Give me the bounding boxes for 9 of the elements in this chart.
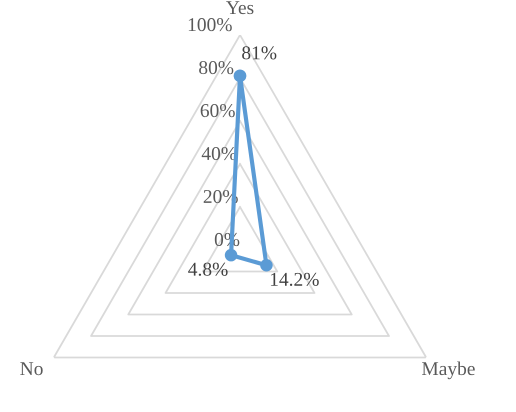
data-label: 4.8%	[188, 262, 228, 276]
spoke-label: No	[20, 362, 43, 376]
spoke-label: Yes	[226, 1, 254, 14]
y-tick-label: 80%	[199, 61, 234, 74]
data-label: 14.2%	[270, 272, 319, 286]
spoke-label: Maybe	[422, 362, 475, 380]
y-tick-label: 60%	[200, 104, 235, 118]
y-tick-label: 100%	[188, 18, 232, 32]
data-label: 81%	[242, 46, 276, 60]
